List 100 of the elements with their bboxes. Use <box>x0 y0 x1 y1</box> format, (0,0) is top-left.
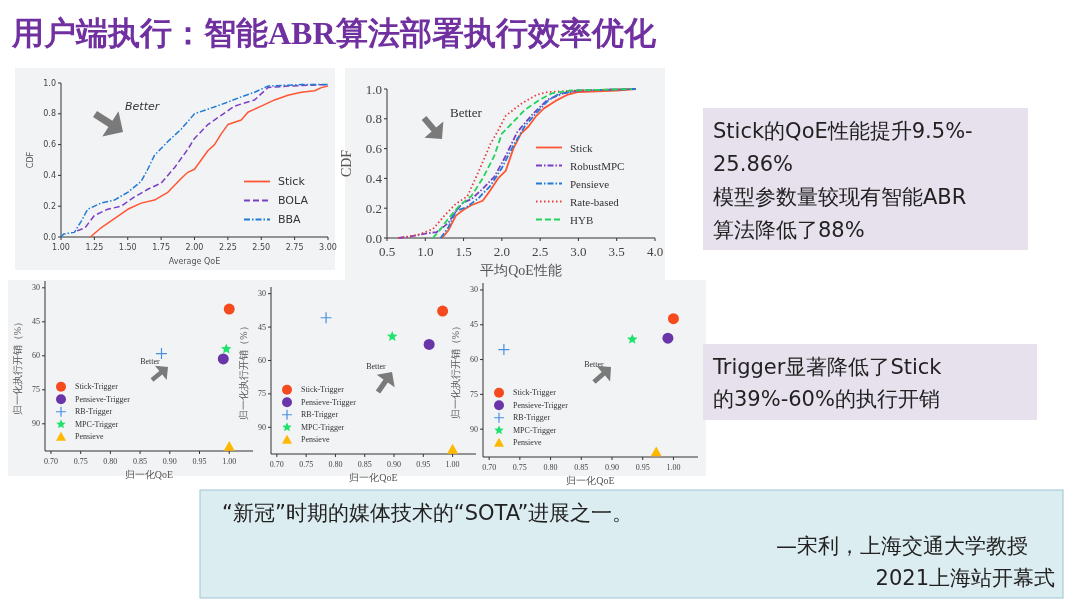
y-tick-label: 45 <box>32 317 40 327</box>
point <box>437 305 449 317</box>
x-tick-label: 0.70 <box>43 457 58 466</box>
legend-label: Stick <box>278 175 306 188</box>
annotation: Better <box>125 100 161 113</box>
legend-label: MPC-Trigger <box>301 422 345 432</box>
x-tick-label: 0.85 <box>133 457 148 466</box>
y-tick-label: 30 <box>32 283 40 293</box>
text: Stick的QoE性能提升9.5%-25.86% <box>713 119 973 176</box>
y-tick-label: 0.6 <box>43 140 56 150</box>
text: “新冠”时期的媒体技术的“SOTA”进展之一。 <box>222 501 634 525</box>
annotation: Better <box>584 360 605 369</box>
legend-label: Pensieve-Trigger <box>75 394 131 404</box>
y-axis-title: 归一化执行开销（%） <box>12 316 23 416</box>
annotation: Better <box>366 362 387 371</box>
y-tick-label: 60 <box>258 355 266 365</box>
y-axis-title: CDF <box>339 149 354 178</box>
y-tick-label: 60 <box>32 351 40 361</box>
x-tick-label: 0.80 <box>543 463 558 472</box>
point <box>155 347 168 360</box>
legend-label: MPC-Trigger <box>513 425 557 435</box>
x-tick-label: 2.00 <box>185 243 204 252</box>
y-axis-title: 归一化执行开销（%） <box>238 321 249 420</box>
y-tick-label: 30 <box>470 285 478 295</box>
x-tick-label: 1.5 <box>455 244 472 259</box>
annotation: Better <box>140 357 161 366</box>
legend-label: Stick <box>570 141 594 154</box>
point <box>662 332 674 344</box>
x-axis-title: 平均QoE性能 <box>480 263 562 278</box>
x-tick-label: 1.25 <box>85 243 104 252</box>
legend-label: Pensieve <box>301 435 330 445</box>
text: —宋利，上海交通大学教授 <box>776 534 1028 558</box>
x-tick-label: 0.95 <box>635 463 650 472</box>
point <box>667 313 679 325</box>
point <box>627 333 638 344</box>
y-tick-label: 75 <box>32 385 40 395</box>
x-tick-label: 0.80 <box>103 457 118 466</box>
y-tick-label: 75 <box>258 389 266 399</box>
x-tick-label: 3.0 <box>570 244 587 259</box>
x-axis-title: Average QoE <box>168 257 221 266</box>
legend-label: Stick-Trigger <box>301 385 345 395</box>
y-tick-label: 0.4 <box>43 170 56 180</box>
legend-label: Pensieve <box>570 177 610 190</box>
point <box>447 443 459 454</box>
x-tick-label: 0.70 <box>269 460 284 469</box>
x-tick-label: 2.25 <box>218 243 237 252</box>
x-tick-label: 0.75 <box>512 463 527 472</box>
y-tick-label: 45 <box>470 320 478 330</box>
legend-label: Pensieve <box>513 438 542 448</box>
text: Trigger显著降低了Stick的39%-60%的执行开销 <box>712 355 943 411</box>
legend-label: HYB <box>570 213 594 226</box>
x-tick-label: 0.5 <box>378 244 396 259</box>
legend-label: BBA <box>278 213 302 226</box>
x-tick-label: 0.75 <box>299 460 314 469</box>
text: 用户端执行：智能ABR算法部署执行效率优化 <box>11 15 657 51</box>
legend-label: RB-Trigger <box>301 410 339 420</box>
text: 模型参数量较现有智能ABR算法降低了88% <box>713 185 967 242</box>
point <box>221 343 232 354</box>
legend-label: Stick-Trigger <box>513 388 557 398</box>
x-tick-label: 0.90 <box>605 463 619 472</box>
y-tick-label: 90 <box>470 424 478 434</box>
legend-label: RobustMPC <box>570 159 625 172</box>
point <box>650 446 662 457</box>
x-tick-label: 1.00 <box>445 460 460 469</box>
y-tick-label: 1.0 <box>365 81 382 97</box>
y-tick-label: 45 <box>258 322 266 332</box>
x-tick-label: 4.0 <box>646 244 664 259</box>
x-tick-label: 1.00 <box>222 457 237 466</box>
annotation: Better <box>450 105 483 120</box>
x-tick-label: 0.80 <box>328 460 343 469</box>
x-tick-label: 1.0 <box>417 244 434 259</box>
y-tick-label: 0.8 <box>365 111 382 127</box>
x-tick-label: 0.85 <box>357 460 372 469</box>
y-tick-label: 0.4 <box>365 170 383 186</box>
point <box>497 343 510 356</box>
y-axis-title: CDF <box>26 151 35 169</box>
x-tick-label: 0.95 <box>192 457 207 466</box>
y-tick-label: 0.0 <box>43 232 56 242</box>
x-tick-label: 0.85 <box>574 463 589 472</box>
x-tick-label: 2.50 <box>252 243 271 252</box>
x-tick-label: 1.00 <box>666 463 681 472</box>
point <box>223 303 235 315</box>
x-tick-label: 0.90 <box>387 460 401 469</box>
x-tick-label: 1.50 <box>118 243 137 252</box>
y-tick-label: 90 <box>258 422 266 432</box>
y-tick-label: 0.8 <box>43 109 56 119</box>
x-axis-title: 归一化QoE <box>566 475 615 486</box>
x-tick-label: 1.00 <box>52 243 70 252</box>
point <box>387 330 398 341</box>
legend-label: RB-Trigger <box>513 413 551 423</box>
point <box>423 338 435 350</box>
x-tick-label: 2.75 <box>285 243 304 252</box>
x-axis-title: 归一化QoE <box>349 472 398 483</box>
legend-label: Pensieve-Trigger <box>513 400 569 410</box>
y-tick-label: 0.2 <box>365 200 382 216</box>
x-tick-label: 3.5 <box>608 244 625 259</box>
x-tick-label: 3.00 <box>319 243 337 252</box>
x-tick-label: 0.70 <box>482 463 497 472</box>
legend-label: Rate-based <box>570 195 620 208</box>
legend-label: Stick-Trigger <box>75 382 119 392</box>
